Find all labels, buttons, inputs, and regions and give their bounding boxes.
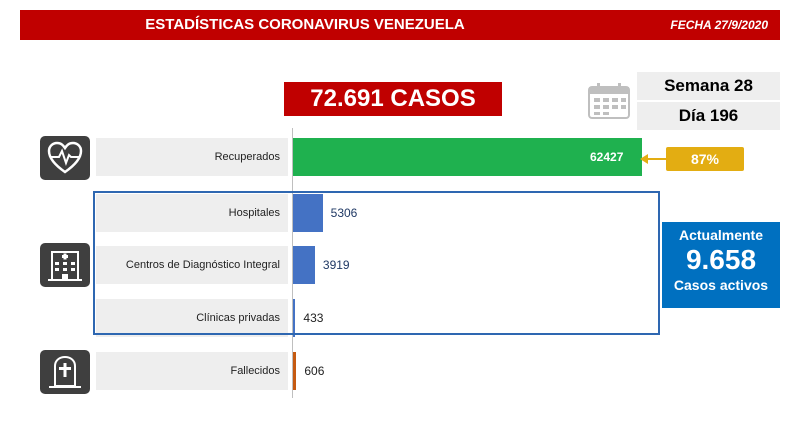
arrow-left-icon: [640, 154, 668, 164]
page-title: ESTADÍSTICAS CORONAVIRUS VENEZUELA: [145, 16, 465, 33]
recovered-percent-badge: 87%: [666, 147, 744, 171]
bar-deceased: [293, 352, 297, 390]
hospital-icon: [48, 251, 82, 281]
facilities-frame: [93, 191, 660, 335]
calendar-icon: [588, 83, 630, 119]
category-label: Clínicas privadas: [196, 312, 280, 324]
category-label: Centros de Diagnóstico Integral: [125, 259, 280, 271]
report-date: FECHA 27/9/2020: [670, 18, 768, 32]
day-label: Día 196: [637, 102, 780, 130]
row-private-clinics: Clínicas privadas: [96, 299, 288, 337]
value-label: 62427: [590, 150, 624, 164]
row-deceased: Fallecidos: [96, 352, 288, 390]
category-label: Recuperados: [214, 151, 280, 163]
bar-cdi: [293, 246, 315, 284]
bar-hospitals: [293, 194, 323, 232]
active-cases-box: Actualmente 9.658 Casos activos: [662, 222, 780, 308]
active-cases-caption: Casos activos: [673, 277, 769, 293]
category-label: Fallecidos: [230, 365, 280, 377]
header-bar: ESTADÍSTICAS CORONAVIRUS VENEZUELA FECHA…: [20, 10, 780, 40]
active-cases-number: 9.658: [685, 244, 757, 275]
week-label: Semana 28: [637, 72, 780, 100]
value-label: 433: [303, 311, 324, 325]
value-label: 5306: [330, 206, 358, 220]
category-label: Hospitales: [228, 207, 280, 219]
heart-pulse-icon: [47, 141, 83, 174]
tombstone-icon: [49, 355, 81, 388]
value-label: 606: [304, 364, 325, 378]
row-hospitals: Hospitales: [96, 194, 288, 232]
value-label: 3919: [322, 258, 350, 272]
recovered-icon-tile: [40, 136, 90, 180]
total-cases-badge: 72.691 CASOS: [284, 82, 502, 116]
row-cdi: Centros de Diagnóstico Integral: [96, 246, 288, 284]
row-recovered: Recuperados: [96, 138, 288, 176]
deceased-icon-tile: [40, 350, 90, 394]
active-cases-heading: Actualmente: [678, 227, 764, 243]
facilities-icon-tile: [40, 243, 90, 287]
bar-recovered: [293, 138, 642, 176]
axis-line: [292, 128, 293, 398]
bar-private-clinics: [293, 299, 296, 337]
